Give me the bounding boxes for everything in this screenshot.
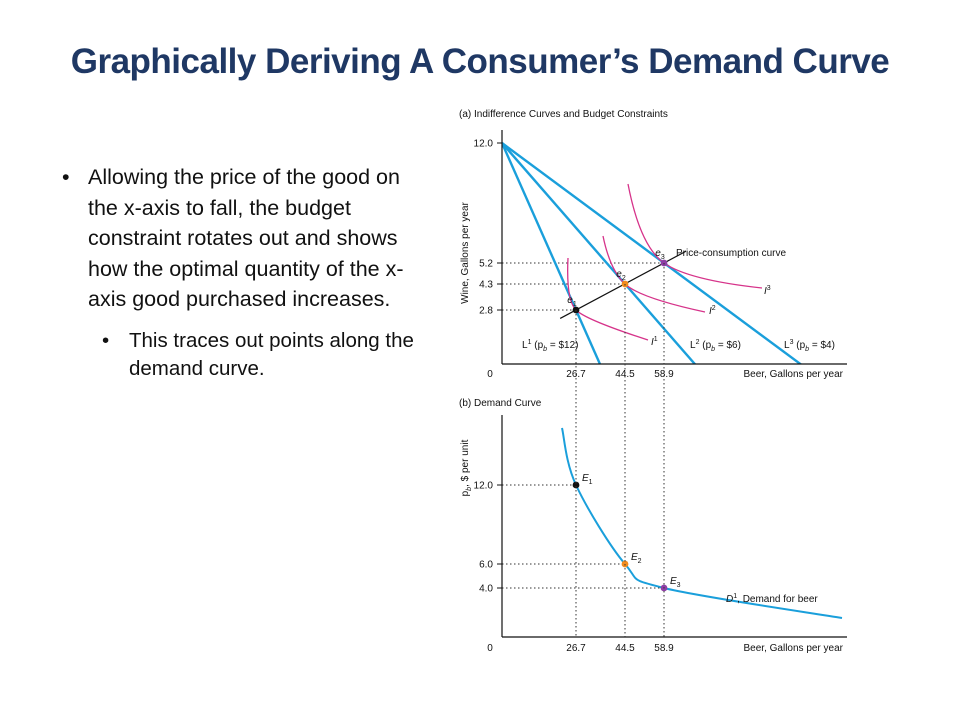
ytick-label-b: 12.0 xyxy=(474,481,494,492)
panel-b-xlabel: Beer, Gallons per year xyxy=(744,643,844,654)
budget-label-l2: L2 (pb = $6) xyxy=(690,339,741,353)
budget-line-l1 xyxy=(502,142,602,364)
slide-title: Graphically Deriving A Consumer’s Demand… xyxy=(70,42,890,81)
xtick-label-b: 26.7 xyxy=(566,643,586,654)
budget-label-l3: L3 (pb = $4) xyxy=(784,339,835,353)
demand-curve-label: D1, Demand for beer xyxy=(726,593,818,605)
point-label-e2: e2 xyxy=(616,269,626,282)
bullet-main: Allowing the price of the good on the x-… xyxy=(62,162,432,315)
indifference-curve-i3 xyxy=(627,183,763,289)
cross-panel-guides xyxy=(575,263,665,637)
xtick-label-b: 58.9 xyxy=(654,643,674,654)
panel-a-ylabel: Wine, Gallons per year xyxy=(460,201,471,303)
point-E1 xyxy=(572,481,580,489)
indiff-label-i1: I1 xyxy=(651,336,658,348)
indiff-label-i3: I3 xyxy=(764,285,771,297)
ytick-label-a: 4.3 xyxy=(479,280,493,291)
ytick-label-a: 5.2 xyxy=(479,259,493,270)
panel-a-origin: 0 xyxy=(487,369,493,380)
demand-derivation-chart: (a) Indifference Curves and Budget Const… xyxy=(459,109,847,654)
bullet-list: Allowing the price of the good on the x-… xyxy=(62,162,432,383)
xtick-label-a: 58.9 xyxy=(654,369,674,380)
point-label-e1: e1 xyxy=(567,295,577,308)
panel-a-points: e1 e2 e3 xyxy=(567,248,668,314)
pcc-annotation: Price-consumption curve xyxy=(676,248,786,259)
ytick-label-b: 4.0 xyxy=(479,584,493,595)
budget-label-l1: L1 (pb = $12) xyxy=(522,339,578,353)
point-label-E3: E3 xyxy=(670,576,681,589)
panel-a-y-ticks: 12.0 5.2 4.3 2.8 xyxy=(474,139,502,317)
panel-b-ylabel: pb, $ per unit xyxy=(460,439,473,496)
indifference-curve-i1 xyxy=(567,257,649,341)
panel-b-label: (b) Demand Curve xyxy=(459,398,542,409)
point-label-e3: e3 xyxy=(655,248,665,261)
panel-a-xlabel: Beer, Gallons per year xyxy=(744,369,844,380)
ytick-label-a: 12.0 xyxy=(474,139,494,150)
xtick-label-b: 44.5 xyxy=(615,643,635,654)
ytick-label-a: 2.8 xyxy=(479,306,493,317)
bullet-sub: This traces out points along the demand … xyxy=(62,327,432,383)
panel-b-origin: 0 xyxy=(487,643,493,654)
indiff-label-i2: I2 xyxy=(709,305,716,317)
demand-curve-d1 xyxy=(561,427,843,619)
panel-a-label: (a) Indifference Curves and Budget Const… xyxy=(459,109,668,120)
xtick-label-a: 44.5 xyxy=(615,369,635,380)
point-label-E1: E1 xyxy=(582,473,593,486)
panel-b-y-ticks: 12.0 6.0 4.0 xyxy=(474,481,502,595)
budget-line-l2 xyxy=(502,142,697,364)
panel-a-gridlines xyxy=(502,262,664,311)
point-label-E2: E2 xyxy=(631,552,642,565)
ytick-label-b: 6.0 xyxy=(479,560,493,571)
panel-b-x-ticks: 26.7 44.5 58.9 xyxy=(566,643,674,654)
panel-a-x-ticks: 26.7 44.5 58.9 xyxy=(566,369,674,380)
panel-b-gridlines xyxy=(502,484,664,589)
